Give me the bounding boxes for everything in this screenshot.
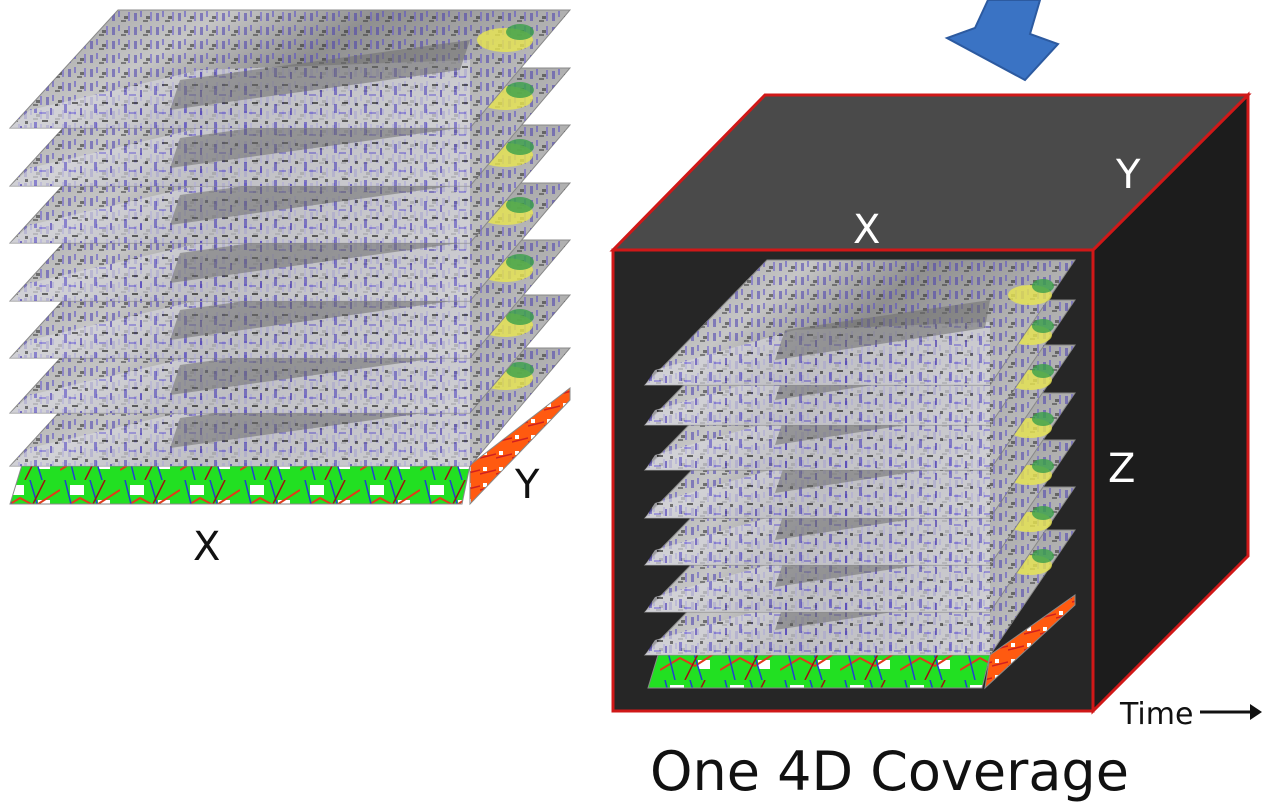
stack-y-label: Y	[514, 462, 540, 508]
time-label: Time	[1119, 697, 1193, 732]
base-map-layer	[9, 386, 571, 506]
cube-x-label: X	[853, 207, 880, 253]
time-axis: Time	[1119, 697, 1262, 732]
down-arrow-icon	[944, 0, 1060, 82]
coverage-cube: X Y Z	[609, 91, 1252, 715]
layer-stack: Y X	[9, 9, 571, 570]
caption: One 4D Coverage	[650, 740, 1129, 803]
cube-y-label: Y	[1115, 152, 1141, 198]
stack-x-label: X	[193, 524, 220, 570]
cube-z-label: Z	[1108, 446, 1135, 492]
right-arrow-icon	[1200, 704, 1262, 720]
